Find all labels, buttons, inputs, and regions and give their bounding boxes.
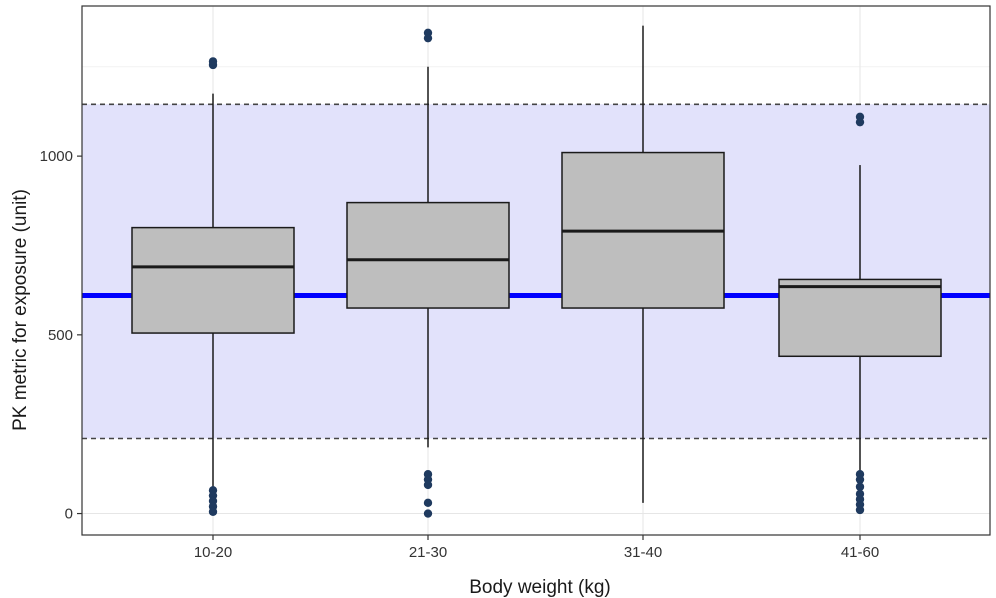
y-tick-label: 0 [65, 506, 73, 523]
outlier-point [423, 509, 433, 518]
box-31-40 [561, 25, 725, 503]
y-tick-label: 500 [48, 327, 73, 344]
outlier-point [208, 507, 218, 516]
outlier-point [855, 117, 865, 127]
y-tick-label: 1000 [40, 148, 73, 165]
box-iqr [778, 278, 942, 358]
outlier-point [423, 498, 433, 508]
box-10-20 [131, 93, 295, 510]
x-tick-label: 41-60 [841, 544, 879, 561]
x-tick-label: 21-30 [409, 544, 447, 561]
y-axis-ticks: 0 500 1000 [40, 148, 82, 523]
box-41-60 [778, 165, 942, 510]
x-axis-ticks: 10-20 21-30 31-40 41-60 [194, 535, 879, 561]
outlier-point [855, 482, 865, 491]
outlier-point [855, 475, 865, 484]
outlier-point [208, 57, 218, 66]
y-axis-title: PK metric for exposure (unit) [10, 189, 31, 431]
x-axis-title: Body weight (kg) [469, 577, 611, 598]
x-tick-label: 31-40 [624, 544, 662, 561]
outliers [208, 28, 865, 518]
boxes [131, 25, 942, 510]
outlier-point [423, 33, 433, 43]
x-tick-label: 10-20 [194, 544, 232, 561]
outlier-point [423, 480, 433, 490]
box-21-30 [346, 66, 510, 448]
outlier-point [855, 505, 865, 515]
box-iqr [346, 201, 510, 309]
plot-frame [81, 5, 991, 536]
plot-border [81, 5, 991, 536]
box-iqr [131, 226, 295, 334]
